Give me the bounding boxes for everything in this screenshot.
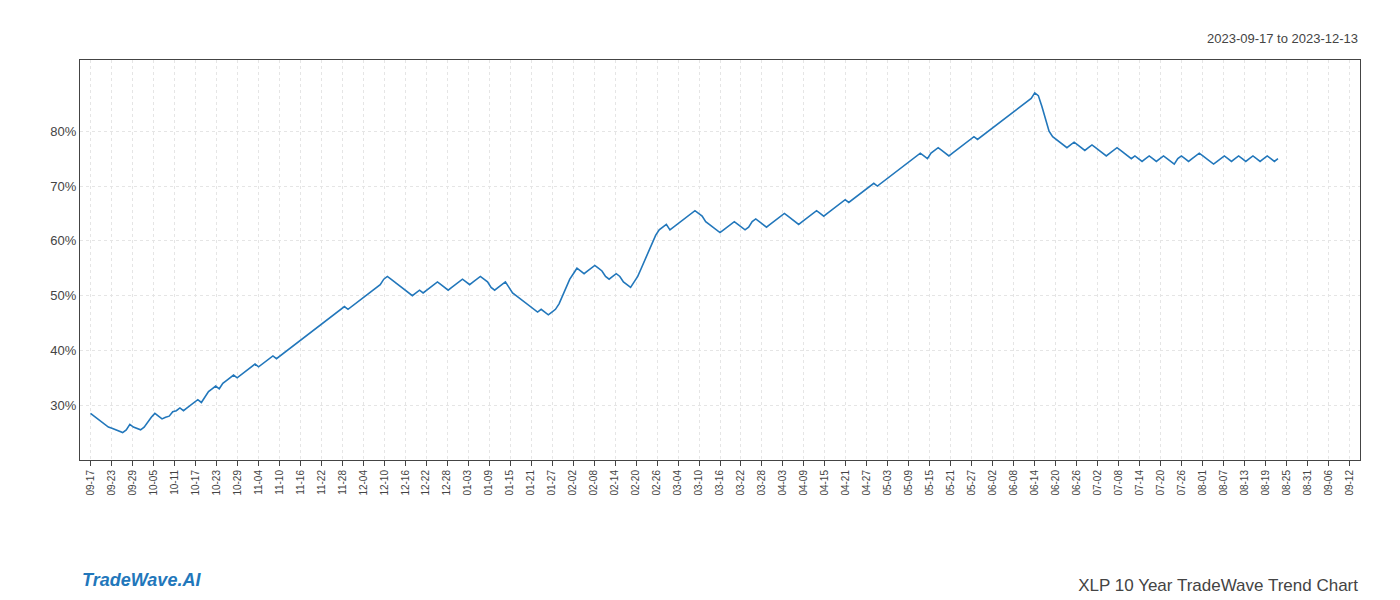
svg-text:04-09: 04-09 (798, 470, 809, 496)
svg-text:04-03: 04-03 (777, 470, 788, 496)
svg-text:07-26: 07-26 (1176, 470, 1187, 496)
svg-text:08-13: 08-13 (1239, 470, 1250, 496)
svg-text:07-02: 07-02 (1092, 470, 1103, 496)
svg-text:02-02: 02-02 (567, 470, 578, 496)
svg-text:09-29: 09-29 (127, 470, 138, 496)
svg-text:01-15: 01-15 (504, 470, 515, 496)
svg-text:08-19: 08-19 (1260, 470, 1271, 496)
svg-text:05-21: 05-21 (945, 470, 956, 496)
svg-text:05-27: 05-27 (966, 470, 977, 496)
svg-text:01-21: 01-21 (525, 470, 536, 496)
svg-text:07-20: 07-20 (1155, 470, 1166, 496)
svg-text:04-15: 04-15 (819, 470, 830, 496)
svg-text:03-16: 03-16 (714, 470, 725, 496)
svg-text:09-12: 09-12 (1344, 470, 1355, 496)
svg-text:06-20: 06-20 (1050, 470, 1061, 496)
svg-text:08-31: 08-31 (1302, 470, 1313, 496)
svg-text:11-10: 11-10 (274, 470, 285, 495)
svg-text:04-21: 04-21 (840, 470, 851, 496)
svg-text:03-04: 03-04 (672, 470, 683, 496)
svg-text:06-08: 06-08 (1008, 470, 1019, 496)
svg-text:60%: 60% (50, 233, 76, 248)
svg-text:06-14: 06-14 (1029, 470, 1040, 496)
svg-text:11-28: 11-28 (337, 470, 348, 495)
svg-text:07-08: 07-08 (1113, 470, 1124, 496)
svg-text:40%: 40% (50, 343, 76, 358)
svg-text:03-22: 03-22 (735, 470, 746, 496)
svg-text:08-07: 08-07 (1218, 470, 1229, 496)
svg-text:11-16: 11-16 (295, 470, 306, 495)
svg-text:11-22: 11-22 (316, 470, 327, 495)
svg-text:09-17: 09-17 (85, 470, 96, 496)
svg-text:10-11: 10-11 (169, 470, 180, 495)
svg-text:05-15: 05-15 (924, 470, 935, 496)
svg-text:70%: 70% (50, 179, 76, 194)
svg-text:08-25: 08-25 (1281, 470, 1292, 496)
svg-text:12-04: 12-04 (358, 470, 369, 496)
svg-text:12-28: 12-28 (441, 470, 452, 496)
svg-text:80%: 80% (50, 124, 76, 139)
svg-text:02-26: 02-26 (651, 470, 662, 496)
svg-text:02-08: 02-08 (588, 470, 599, 496)
svg-text:07-14: 07-14 (1134, 470, 1145, 496)
svg-text:50%: 50% (50, 288, 76, 303)
svg-text:XLP 10 Year TradeWave Trend Ch: XLP 10 Year TradeWave Trend Chart (1078, 576, 1358, 595)
svg-text:11-04: 11-04 (253, 470, 264, 495)
svg-text:12-10: 12-10 (379, 470, 390, 496)
svg-text:02-20: 02-20 (630, 470, 641, 496)
svg-text:30%: 30% (50, 398, 76, 413)
svg-text:09-06: 09-06 (1323, 470, 1334, 496)
svg-text:06-26: 06-26 (1071, 470, 1082, 496)
svg-text:2023-09-17 to 2023-12-13: 2023-09-17 to 2023-12-13 (1207, 31, 1358, 46)
svg-text:03-28: 03-28 (756, 470, 767, 496)
svg-text:05-03: 05-03 (882, 470, 893, 496)
svg-text:TradeWave.AI: TradeWave.AI (82, 570, 201, 590)
svg-text:03-10: 03-10 (693, 470, 704, 496)
svg-text:08-01: 08-01 (1197, 470, 1208, 496)
svg-text:06-02: 06-02 (987, 470, 998, 496)
svg-text:01-03: 01-03 (462, 470, 473, 496)
svg-text:09-23: 09-23 (106, 470, 117, 496)
svg-text:10-17: 10-17 (190, 470, 201, 496)
svg-text:01-27: 01-27 (546, 470, 557, 496)
svg-text:10-29: 10-29 (232, 470, 243, 496)
svg-text:12-16: 12-16 (400, 470, 411, 496)
svg-text:12-22: 12-22 (420, 470, 431, 496)
svg-text:01-09: 01-09 (483, 470, 494, 496)
svg-text:10-23: 10-23 (211, 470, 222, 496)
svg-text:10-05: 10-05 (148, 470, 159, 496)
svg-text:05-09: 05-09 (903, 470, 914, 496)
svg-text:04-27: 04-27 (861, 470, 872, 496)
svg-text:02-14: 02-14 (609, 470, 620, 496)
